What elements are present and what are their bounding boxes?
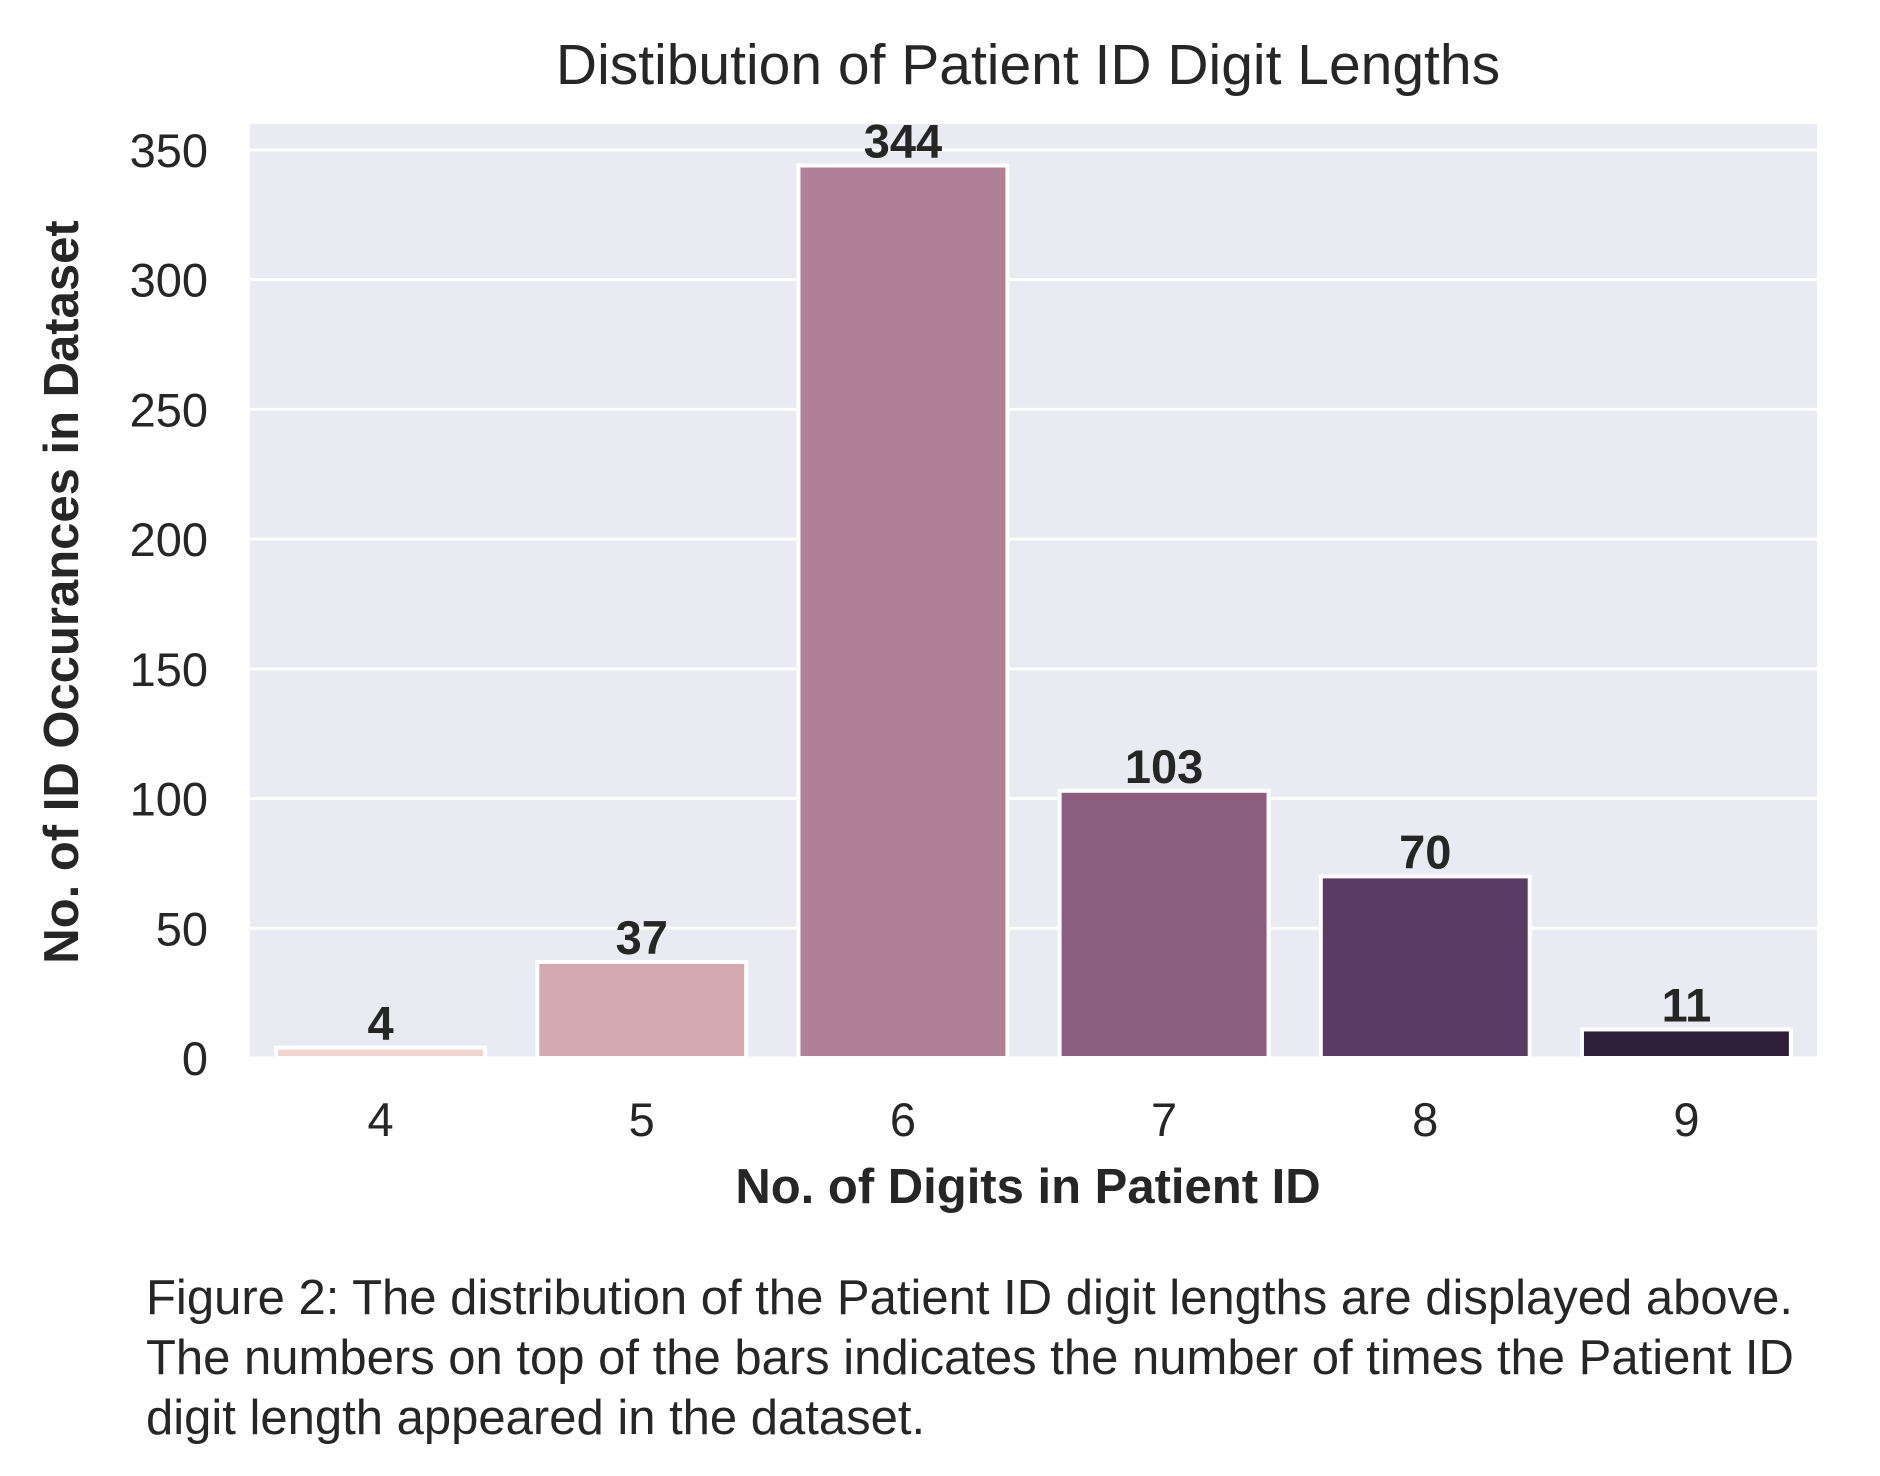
y-tick-label: 250 [130, 383, 208, 436]
bar-value-label: 37 [616, 911, 668, 964]
gridlines [250, 148, 1817, 1060]
y-tick-label: 150 [130, 643, 208, 696]
y-tick-labels: 0 50 100 150 200 250 300 350 [130, 124, 208, 1085]
y-tick-label: 50 [156, 902, 208, 955]
bar-4 [274, 1045, 488, 1060]
bar-5 [535, 960, 749, 1060]
y-tick-label: 300 [130, 254, 208, 307]
bar-value-label: 344 [864, 115, 942, 168]
x-tick-label: 5 [629, 1093, 655, 1146]
y-tick-label: 0 [182, 1032, 208, 1085]
bar-6 [796, 163, 1010, 1060]
plot-area [250, 124, 1817, 1058]
x-tick-label: 4 [368, 1093, 394, 1146]
bar-value-label: 103 [1125, 740, 1203, 793]
y-axis-label: No. of ID Occurances in Dataset [35, 220, 89, 963]
bar-value-label: 70 [1399, 825, 1451, 878]
bar-value-label: 4 [368, 997, 394, 1050]
x-tick-label: 8 [1412, 1093, 1438, 1146]
x-axis-label: No. of Digits in Patient ID [735, 1160, 1320, 1214]
y-tick-label: 200 [130, 513, 208, 566]
bar-chart: 0 50 100 150 200 250 300 350 4 5 6 7 8 9 4 37 344 103 70… [35, 33, 1817, 1214]
bars [274, 163, 1793, 1061]
figure-caption: Figure 2: The distribution of the Patien… [146, 1271, 1794, 1445]
x-tick-label: 9 [1673, 1093, 1699, 1146]
x-tick-labels: 4 5 6 7 8 9 [368, 1093, 1700, 1146]
y-tick-label: 350 [130, 124, 208, 177]
x-tick-label: 7 [1151, 1093, 1177, 1146]
y-tick-label: 100 [130, 773, 208, 826]
chart-title: Distibution of Patient ID Digit Lengths [556, 33, 1500, 97]
x-tick-label: 6 [890, 1093, 916, 1146]
bar-8 [1318, 874, 1532, 1061]
bar-value-label: 11 [1662, 978, 1712, 1031]
bar-9 [1579, 1027, 1793, 1060]
bar-7 [1057, 788, 1271, 1060]
bar-value-labels: 4 37 344 103 70 11 [368, 115, 1712, 1050]
